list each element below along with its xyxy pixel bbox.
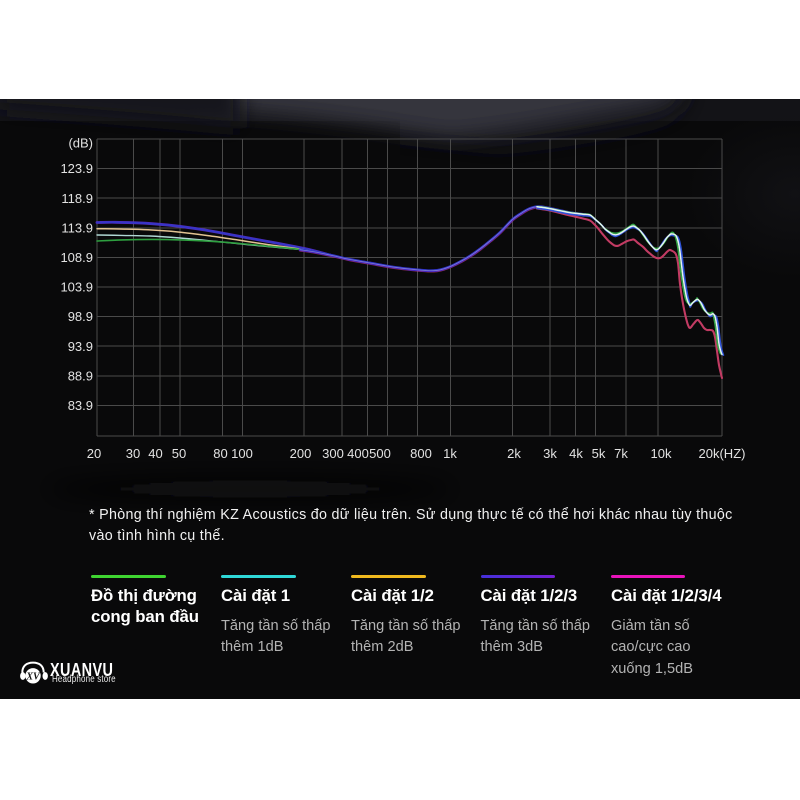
svg-text:2k: 2k	[507, 446, 521, 461]
svg-text:7k: 7k	[614, 446, 628, 461]
svg-text:3k: 3k	[543, 446, 557, 461]
svg-text:93.9: 93.9	[68, 339, 93, 354]
svg-text:500: 500	[369, 446, 391, 461]
svg-text:98.9: 98.9	[68, 309, 93, 324]
svg-text:30: 30	[126, 446, 140, 461]
svg-text:800: 800	[410, 446, 432, 461]
svg-text:300: 300	[322, 446, 344, 461]
svg-text:103.9: 103.9	[60, 280, 93, 295]
svg-text:400: 400	[347, 446, 369, 461]
svg-text:123.9: 123.9	[60, 161, 93, 176]
svg-text:88.9: 88.9	[68, 368, 93, 383]
svg-text:(dB): (dB)	[68, 136, 93, 151]
svg-text:4k: 4k	[569, 446, 583, 461]
svg-text:118.9: 118.9	[61, 191, 93, 206]
svg-text:1k: 1k	[443, 446, 457, 461]
svg-text:83.9: 83.9	[68, 398, 93, 413]
svg-text:10k: 10k	[651, 446, 672, 461]
svg-text:100: 100	[231, 446, 253, 461]
svg-text:113.9: 113.9	[61, 220, 93, 235]
svg-text:XV: XV	[25, 671, 41, 682]
svg-text:20k(HZ): 20k(HZ)	[699, 446, 746, 461]
svg-text:50: 50	[172, 446, 186, 461]
svg-text:20: 20	[87, 446, 101, 461]
svg-text:5k: 5k	[592, 446, 606, 461]
svg-text:40: 40	[148, 446, 162, 461]
svg-text:80: 80	[213, 446, 227, 461]
svg-text:108.9: 108.9	[60, 250, 93, 265]
svg-text:200: 200	[290, 446, 312, 461]
